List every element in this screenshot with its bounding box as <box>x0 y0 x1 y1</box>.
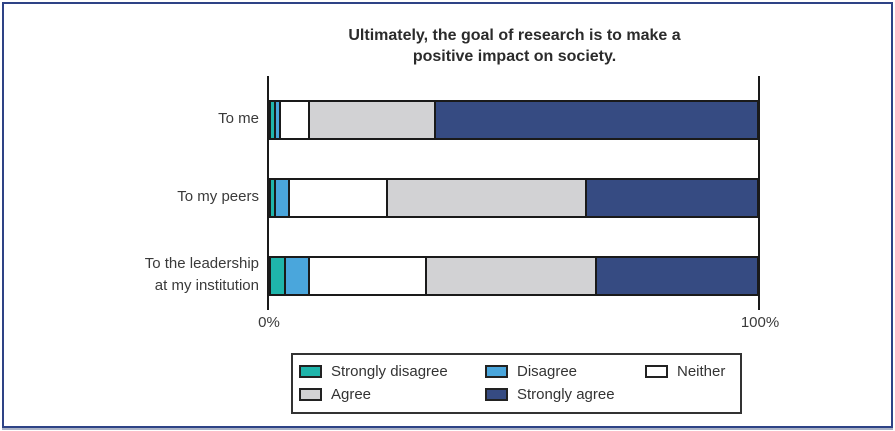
legend-label-neither: Neither <box>677 363 726 380</box>
chart-title: Ultimately, the goal of research is to m… <box>269 26 760 68</box>
legend-swatch-strongly-agree <box>485 388 508 401</box>
bar-to-the-leadership-at-my-institution <box>269 256 759 296</box>
legend: Strongly disagree Disagree Neither Agree Str… <box>291 353 742 414</box>
bar-to-me <box>269 100 759 140</box>
legend-label-strongly-agree: Strongly agree <box>517 386 615 403</box>
bar-segment-strongly-disagree <box>271 180 276 216</box>
legend-swatch-disagree <box>485 365 508 378</box>
legend-label-strongly-disagree: Strongly disagree <box>331 363 448 380</box>
x-axis-tick-0pct: 0% <box>258 314 280 331</box>
bar-segment-strongly-agree <box>596 258 757 294</box>
axis-line-100pct <box>758 76 760 310</box>
legend-swatch-agree <box>299 388 322 401</box>
legend-item-agree: Agree <box>299 386 485 403</box>
category-label-to-the-leadership-at-my-institution: To the leadership at my institution <box>144 255 259 294</box>
bar-segment-neither <box>280 102 310 138</box>
bar-segment-agree <box>426 258 597 294</box>
legend-swatch-neither <box>645 365 668 378</box>
legend-item-strongly-disagree: Strongly disagree <box>299 363 485 380</box>
axis-line-0pct <box>267 76 269 310</box>
legend-label-agree: Agree <box>331 386 372 403</box>
bar-segment-neither <box>290 180 388 216</box>
bar-segment-strongly-agree <box>586 180 757 216</box>
legend-item-disagree: Disagree <box>485 363 645 380</box>
bar-to-my-peers <box>269 178 759 218</box>
legend-label-disagree: Disagree <box>517 363 578 380</box>
category-label-to-me: To me <box>218 110 259 128</box>
bar-segment-agree <box>387 180 587 216</box>
bar-segment-disagree <box>285 258 310 294</box>
category-label-to-my-peers: To my peers <box>177 188 259 206</box>
x-axis-tick-100pct: 100% <box>740 314 780 331</box>
bar-segment-disagree <box>275 180 291 216</box>
legend-item-neither: Neither <box>645 363 734 380</box>
bar-segment-disagree <box>275 102 281 138</box>
bar-segment-agree <box>309 102 437 138</box>
bar-segment-neither <box>309 258 427 294</box>
chart-title-line-1: Ultimately, the goal of research is to m… <box>348 27 681 44</box>
bar-segment-strongly-disagree <box>271 102 276 138</box>
plot-area: To me To my peers To the leadership at my … <box>4 4 891 426</box>
legend-swatch-strongly-disagree <box>299 365 322 378</box>
bar-segment-strongly-disagree <box>271 258 286 294</box>
bar-segment-strongly-agree <box>436 102 757 138</box>
chart-title-line-2: positive impact on society. <box>412 47 617 65</box>
legend-item-strongly-agree: Strongly agree <box>485 386 645 403</box>
